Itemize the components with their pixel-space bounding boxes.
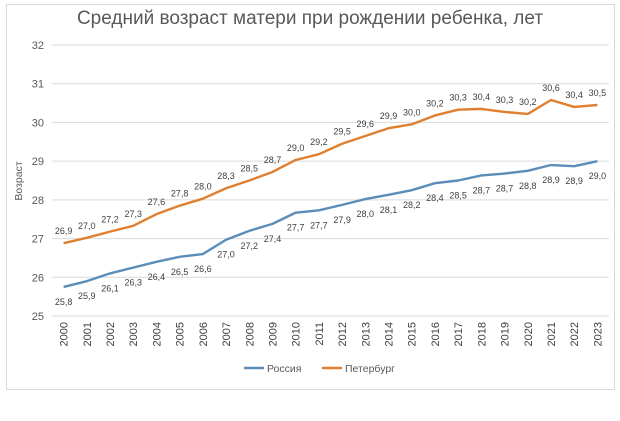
data-label: 30,4 — [473, 92, 491, 102]
x-tick-label: 2017 — [453, 322, 465, 346]
data-label: 25,9 — [78, 291, 96, 301]
y-tick-label: 25 — [32, 311, 44, 323]
y-tick-label: 27 — [32, 234, 44, 246]
data-label: 28,5 — [241, 164, 259, 174]
data-label: 27,3 — [124, 209, 142, 219]
y-axis-label: Возраст — [13, 161, 25, 200]
data-label: 30,2 — [426, 98, 444, 108]
data-label: 26,1 — [101, 283, 119, 293]
x-tick-label: 2009 — [267, 322, 279, 346]
y-tick-label: 29 — [32, 156, 44, 168]
data-label: 30,6 — [542, 83, 560, 93]
data-labels: 25,8 25,9 26,1 26,3 26,4 26,5 26,6 27,0 27,2 27,4… — [55, 83, 606, 307]
data-label: 28,0 — [194, 182, 212, 192]
data-label: 29,0 — [287, 143, 305, 153]
x-tick-label: 2019 — [500, 322, 512, 346]
x-tick-label: 2022 — [569, 322, 581, 346]
data-label: 26,5 — [171, 267, 189, 277]
series-line-russia — [63, 159, 598, 289]
data-label: 27,8 — [171, 189, 189, 199]
data-label: 28,9 — [565, 176, 583, 186]
x-tick-label: 2011 — [314, 322, 326, 346]
data-label: 29,2 — [310, 137, 328, 147]
x-tick-label: 2018 — [476, 322, 488, 346]
data-label: 30,3 — [496, 95, 514, 105]
grid-lines — [52, 44, 609, 317]
x-tick-label: 2000 — [59, 322, 71, 346]
x-tick-label: 2003 — [128, 322, 140, 346]
x-tick-label: 2015 — [407, 322, 419, 346]
x-tick-label: 2004 — [151, 322, 163, 346]
x-tick-label: 2008 — [244, 322, 256, 346]
data-label: 28,1 — [380, 205, 398, 215]
y-axis: 25 26 27 28 29 30 31 32 — [32, 40, 44, 323]
x-tick-label: 2002 — [105, 322, 117, 346]
y-tick-label: 28 — [32, 195, 44, 207]
data-label: 28,9 — [542, 175, 560, 185]
data-label: 30,3 — [449, 93, 467, 103]
legend: Россия Петербург — [244, 363, 395, 375]
data-label: 28,4 — [426, 193, 444, 203]
data-label: 27,2 — [101, 215, 119, 225]
data-label: 29,0 — [589, 171, 607, 181]
data-label: 26,9 — [55, 226, 73, 236]
x-tick-label: 2023 — [592, 322, 604, 346]
y-tick-label: 26 — [32, 272, 44, 284]
data-label: 28,2 — [403, 200, 421, 210]
data-label: 27,0 — [217, 250, 235, 260]
x-tick-label: 2021 — [546, 322, 558, 346]
data-label: 26,4 — [148, 272, 166, 282]
x-tick-label: 2001 — [82, 322, 94, 346]
data-label: 27,7 — [310, 220, 328, 230]
data-label: 27,6 — [148, 197, 166, 207]
data-label: 29,9 — [380, 111, 398, 121]
chart-title: Средний возраст матери при рождении ребе… — [76, 8, 544, 29]
data-label: 27,7 — [287, 223, 305, 233]
x-tick-label: 2012 — [337, 322, 349, 346]
data-label: 30,4 — [565, 90, 583, 100]
data-label: 30,2 — [519, 97, 537, 107]
data-label: 28,7 — [496, 184, 514, 194]
x-axis: 2000 2001 2002 2003 2004 2005 2006 2007 2008 2009… — [59, 322, 605, 346]
x-tick-label: 2005 — [175, 322, 187, 346]
legend-label: Петербург — [345, 363, 395, 375]
y-tick-label: 31 — [32, 79, 44, 91]
data-label: 27,2 — [241, 241, 259, 251]
y-tick-label: 32 — [32, 40, 44, 52]
x-tick-label: 2010 — [291, 322, 303, 346]
data-label: 28,3 — [217, 171, 235, 181]
data-label: 28,0 — [357, 209, 375, 219]
data-label: 28,7 — [264, 155, 282, 165]
x-tick-label: 2013 — [360, 322, 372, 346]
data-label: 28,5 — [449, 191, 467, 201]
x-tick-label: 2006 — [198, 322, 210, 346]
series-line-petersburg — [63, 98, 598, 245]
x-tick-label: 2020 — [523, 322, 535, 346]
data-label: 30,5 — [589, 88, 607, 98]
y-tick-label: 30 — [32, 117, 44, 129]
chart-frame — [6, 4, 615, 390]
data-label: 27,9 — [333, 215, 351, 225]
data-label: 28,8 — [519, 181, 537, 191]
legend-label: Россия — [267, 363, 301, 375]
data-label: 28,7 — [473, 185, 491, 195]
data-label: 29,5 — [333, 127, 351, 137]
data-label: 30,0 — [403, 107, 421, 117]
data-label: 26,3 — [124, 278, 142, 288]
data-label: 27,4 — [264, 234, 282, 244]
data-label: 26,6 — [194, 264, 212, 274]
x-tick-label: 2007 — [221, 322, 233, 346]
data-label: 29,6 — [357, 119, 375, 129]
data-label: 27,0 — [78, 221, 96, 231]
x-tick-label: 2016 — [430, 322, 442, 346]
data-label: 25,8 — [55, 297, 73, 307]
series-lines — [63, 98, 598, 289]
x-tick-label: 2014 — [384, 322, 396, 346]
